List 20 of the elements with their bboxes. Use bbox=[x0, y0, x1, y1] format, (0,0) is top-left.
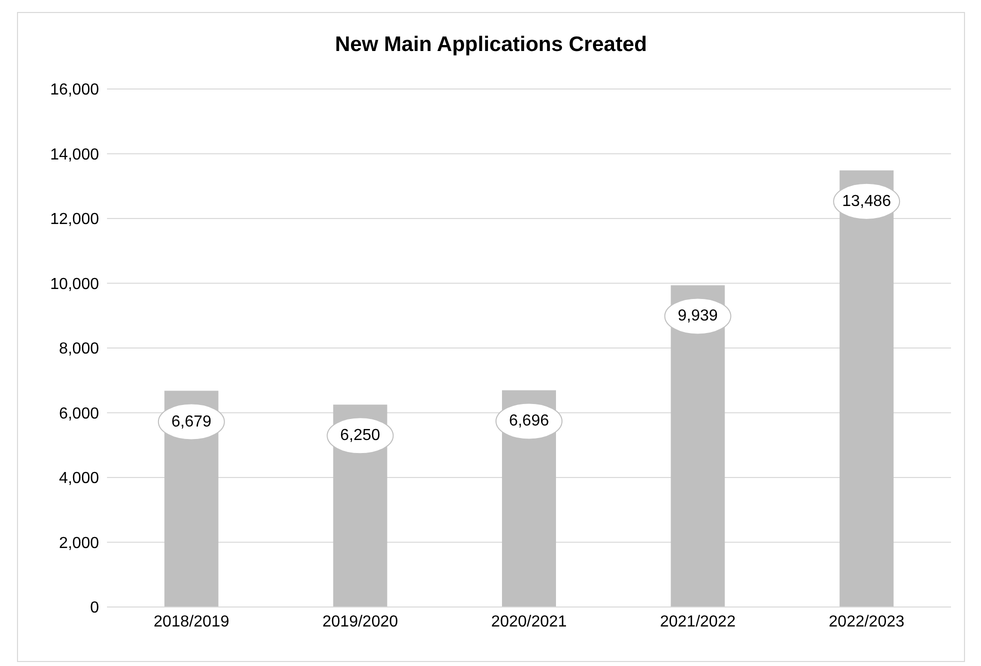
x-tick-label: 2020/2021 bbox=[491, 613, 567, 630]
data-label: 6,679 bbox=[171, 413, 212, 430]
x-tick-label: 2021/2022 bbox=[660, 613, 736, 630]
chart-title: New Main Applications Created bbox=[334, 33, 648, 57]
data-label: 6,250 bbox=[340, 427, 380, 444]
y-tick-label: 12,000 bbox=[50, 211, 100, 228]
y-tick-label: 10,000 bbox=[50, 276, 100, 293]
y-tick-label: 8,000 bbox=[58, 340, 100, 358]
y-tick-label: 2,000 bbox=[58, 534, 100, 552]
y-tick-label: 4,000 bbox=[58, 470, 100, 488]
x-tick-label: 2018/2019 bbox=[154, 613, 230, 630]
x-tick-label: 2019/2020 bbox=[322, 613, 398, 630]
x-tick-label: 2022/2023 bbox=[828, 613, 905, 630]
y-tick-label: 6,000 bbox=[58, 405, 100, 422]
y-tick-label: 14,000 bbox=[50, 146, 100, 164]
data-label: 6,696 bbox=[508, 412, 550, 430]
y-tick-label: 16,000 bbox=[50, 82, 100, 99]
data-label: 13,486 bbox=[842, 192, 892, 210]
y-tick-label: 0 bbox=[90, 600, 100, 617]
data-label: 9,939 bbox=[678, 308, 718, 325]
